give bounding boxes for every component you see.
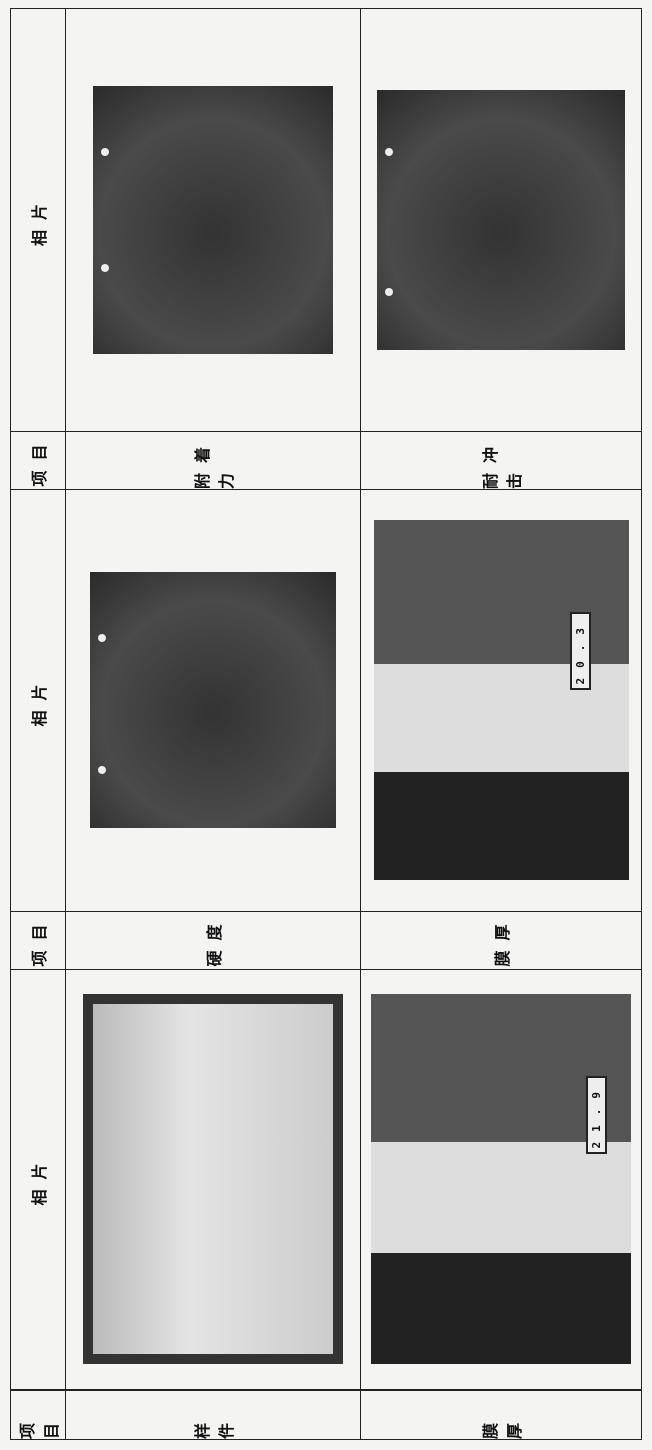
- photo-cell: 20.3: [360, 489, 642, 912]
- photo-cell: 21.9: [360, 969, 642, 1390]
- thickness-photo: 21.9: [371, 994, 631, 1365]
- item-cell: 硬度: [65, 911, 361, 970]
- item-cell: 附着力: [65, 431, 361, 490]
- item-cell: 膜厚: [360, 911, 642, 970]
- header-cell: 项目: [10, 911, 66, 970]
- header-cell: 相片: [10, 969, 66, 1390]
- photo-cell: [65, 8, 361, 432]
- gauge-reading: 21.9: [586, 1076, 607, 1155]
- photo-cell: [65, 489, 361, 912]
- photo-cell: [65, 969, 361, 1390]
- photo-cell: [360, 8, 642, 432]
- header-cell: 相片: [10, 489, 66, 912]
- header-cell: 项目: [10, 1390, 66, 1440]
- impact-photo: [377, 90, 625, 350]
- sample-photo: [83, 994, 343, 1365]
- header-cell: 相片: [10, 8, 66, 432]
- thickness-photo: 20.3: [373, 520, 629, 881]
- item-cell: 耐冲击: [360, 431, 642, 490]
- item-cell: 膜厚: [360, 1390, 642, 1440]
- header-cell: 项目: [10, 431, 66, 490]
- gauge-reading: 20.3: [569, 612, 591, 691]
- hardness-photo: [90, 572, 336, 829]
- adhesion-photo: [93, 86, 333, 354]
- item-cell: 样件: [65, 1390, 361, 1440]
